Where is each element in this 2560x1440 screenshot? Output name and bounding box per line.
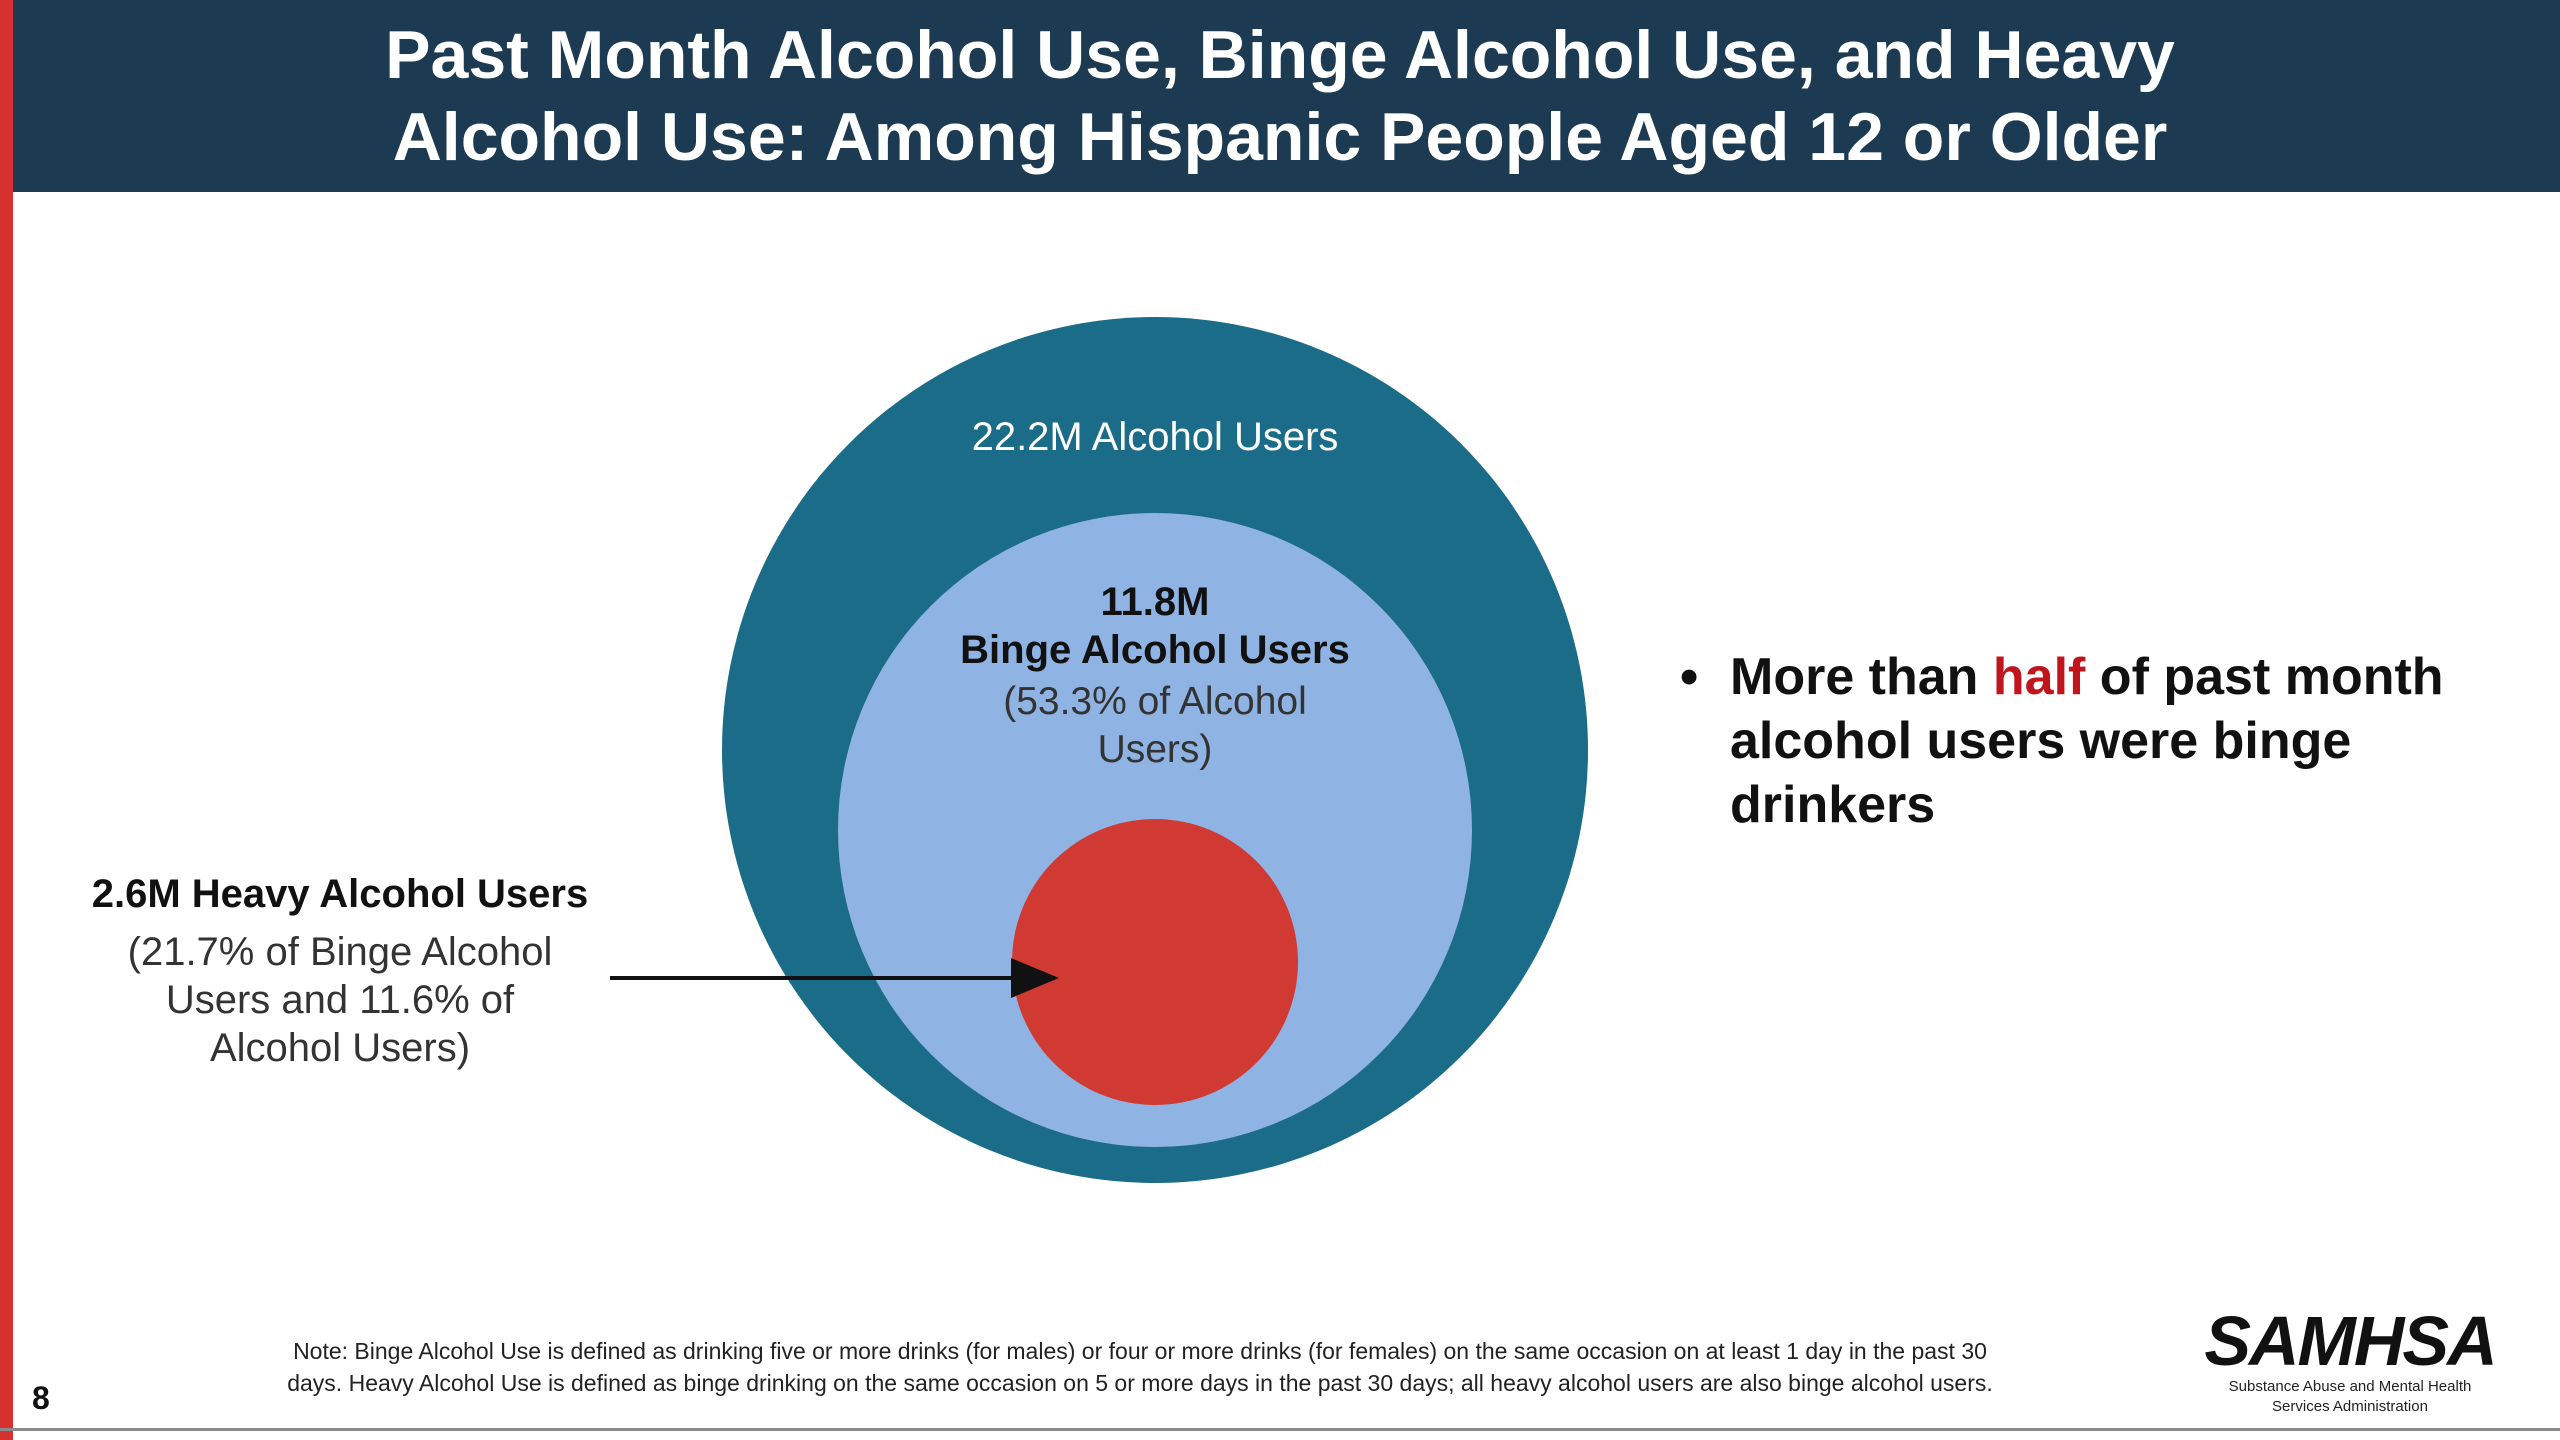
key-finding-text-start: More than [1730, 648, 1993, 706]
binge-users-value: 11.8M [1100, 580, 1210, 624]
bottom-divider [0, 1428, 2560, 1431]
alcohol-users-label: 22.2M Alcohol Users [971, 415, 1339, 459]
footnote-line-2: days. Heavy Alcohol Use is defined as bi… [287, 1370, 1993, 1396]
heavy-users-callout: 2.6M Heavy Alcohol Users (21.7% of Binge… [40, 870, 640, 1072]
key-finding-text-end: of past month alcohol users were binge d… [1730, 648, 2444, 834]
title-bar [0, 0, 2560, 192]
heavy-users-line-1: (21.7% of Binge Alcohol [127, 930, 553, 974]
logo-subtitle-line-1: Substance Abuse and Mental Health [2228, 1378, 2472, 1395]
bullet-dot: • [1680, 648, 1699, 706]
samhsa-logo: SAMHSA Substance Abuse and Mental Health… [2200, 1305, 2500, 1417]
heavy-users-circle [1012, 819, 1298, 1105]
slide-title: Past Month Alcohol Use, Binge Alcohol Us… [0, 0, 2560, 192]
logo-wordmark: SAMHSA [2204, 1302, 2497, 1380]
binge-users-share-line-1: (53.3% of Alcohol [1003, 680, 1307, 723]
heavy-users-line-2: Users and 11.6% of [165, 978, 515, 1022]
key-finding-highlight: half [1992, 648, 2086, 706]
binge-users-share-line-2: Users) [1097, 728, 1213, 771]
accent-stripe [0, 0, 13, 1440]
slide-title-line-2: Alcohol Use: Among Hispanic People Aged … [392, 99, 2168, 175]
binge-users-name: Binge Alcohol Users [960, 628, 1350, 672]
heavy-users-line-3: Alcohol Users) [209, 1026, 471, 1070]
footnote-line-1: Note: Binge Alcohol Use is defined as dr… [293, 1338, 1987, 1364]
slide-number: 8 [32, 1380, 50, 1416]
key-finding-text: More than half of past month alcohol use… [1680, 645, 2480, 837]
logo-subtitle-line-2: Services Administration [2272, 1398, 2428, 1415]
binge-users-label: 11.8M Binge Alcohol Users (53.3% of Alco… [905, 578, 1405, 774]
key-finding-bullet: • More than half of past month alcohol u… [1680, 645, 2480, 837]
footnote: Note: Binge Alcohol Use is defined as dr… [140, 1335, 2140, 1399]
heavy-users-title: 2.6M Heavy Alcohol Users [91, 872, 589, 916]
slide-title-line-1: Past Month Alcohol Use, Binge Alcohol Us… [385, 17, 2175, 93]
